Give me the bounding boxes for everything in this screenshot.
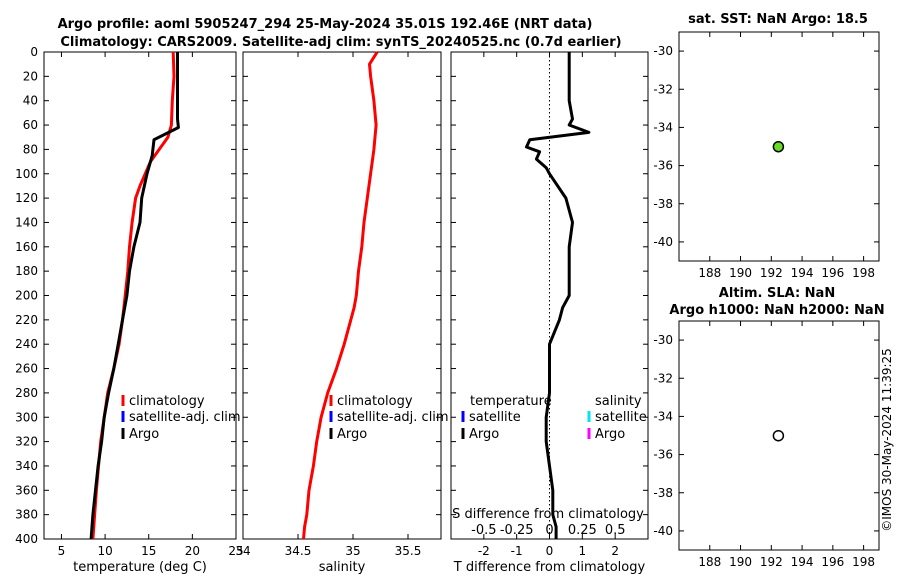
temperature-argo-line [89,52,180,540]
depth-tick-label: 60 [23,118,38,132]
depth-tick-label: 400 [15,532,38,546]
depth-tick-label: 100 [15,167,38,181]
sla-map-lat-tick-label: -40 [653,524,673,538]
sst-map-lat-tick-label: -32 [653,82,673,96]
depth-tick-label: 80 [23,142,38,156]
temperature-x-tick-label: 15 [141,544,156,558]
sst-map-axes-frame [678,31,880,262]
salinity-x-tick-label: 35 [345,544,360,558]
sla-map-lon-tick-label: 194 [791,555,814,569]
temperature-legend-climatology-label: climatology [129,394,205,409]
sla-map-title: Altim. SLA: NaN [719,286,835,301]
sst-map-lon-tick-label: 192 [760,266,783,280]
sst-map-lat-tick-label: -38 [653,197,673,211]
depth-tick-label: 240 [15,337,38,351]
depth-tick-label: 200 [15,289,38,303]
figure-title-line2: Climatology: CARS2009. Satellite-adj cli… [60,35,621,50]
salinity-climatology-line [302,51,379,540]
difference-legend-s-argo-label: Argo [595,427,625,442]
salinity-difference-tick-label: 0.25 [568,523,597,538]
sla-map-lat-tick-label: -36 [653,448,673,462]
depth-tick-label: 160 [15,240,38,254]
difference-x-tick-label: 0 [546,544,554,558]
sla-map-lon-tick-label: 192 [760,555,783,569]
salinity-x-axis-label: salinity [319,560,366,575]
sst-map-argo-position-marker [772,140,785,153]
copyright-footer: ©IMOS 30-May-2024 11:39:25 [880,348,894,532]
depth-tick-label: 180 [15,264,38,278]
sla-map-lon-tick-label: 190 [729,555,752,569]
difference-legend-salinity-heading: salinity [595,394,642,409]
salinity-x-tick-label: 35.5 [395,544,422,558]
figure-title-line1: Argo profile: aoml 5905247_294 25-May-20… [58,17,593,32]
depth-tick-label: 0 [30,45,38,59]
difference-x-tick-label: -2 [478,544,490,558]
sst-map-lon-tick-label: 198 [852,266,875,280]
difference-argo-line [525,52,591,539]
salinity-axes-frame [242,51,442,540]
sst-map-lon-tick-label: 188 [698,266,721,280]
sst-map-lon-tick-label: 194 [791,266,814,280]
depth-tick-label: 40 [23,94,38,108]
temperature-axes-frame [43,51,237,540]
difference-legend-s-satellite-label: satellite [595,410,647,425]
sst-map-title: sat. SST: NaN Argo: 18.5 [688,12,868,27]
salinity-x-tick-label: 34 [235,544,250,558]
sla-map-axes-frame [678,320,880,551]
depth-tick-label: 280 [15,386,38,400]
depth-tick-label: 20 [23,69,38,83]
depth-tick-label: 360 [15,483,38,497]
sla-map-subtitle: Argo h1000: NaN h2000: NaN [669,303,884,318]
temperature-legend-argo-label: Argo [129,427,159,442]
temperature-legend-satellite-label: satellite-adj. clim [129,410,241,425]
sst-map-lat-tick-label: -36 [653,159,673,173]
depth-tick-label: 120 [15,191,38,205]
salinity-difference-tick-label: 0 [545,523,553,538]
sla-map-lat-tick-label: -30 [653,333,673,347]
depth-tick-label: 140 [15,215,38,229]
temperature-x-tick-label: 20 [185,544,200,558]
difference-x-tick-label: -1 [511,544,523,558]
salinity-difference-tick-label: -0.5 [471,523,496,538]
sla-map-lat-tick-label: -38 [653,486,673,500]
depth-tick-label: 260 [15,362,38,376]
sla-map-lat-tick-label: -32 [653,371,673,385]
sla-map-lat-tick-label: -34 [653,409,673,423]
salinity-legend-argo-label: Argo [337,427,367,442]
depth-tick-label: 380 [15,508,38,522]
salinity-difference-tick-label: -0.25 [500,523,534,538]
salinity-x-tick-label: 34.5 [285,544,312,558]
difference-legend-t-satellite-label: satellite [469,410,521,425]
depth-tick-label: 320 [15,435,38,449]
temperature-x-axis-label: temperature (deg C) [73,560,207,575]
sst-map-lon-tick-label: 190 [729,266,752,280]
temperature-x-tick-label: 10 [97,544,112,558]
depth-tick-label: 340 [15,459,38,473]
sst-map-lon-tick-label: 196 [821,266,844,280]
difference-legend-temperature-heading: temperature [470,394,552,409]
depth-tick-label: 300 [15,410,38,424]
sla-map-argo-position-marker [772,429,785,442]
difference-legend-t-argo-label: Argo [469,427,499,442]
difference-x-tick-label: 1 [579,544,587,558]
salinity-difference-tick-label: 0.5 [605,523,626,538]
salinity-difference-axis-label: S difference from climatology [452,507,644,522]
depth-tick-label: 220 [15,313,38,327]
sst-map-lat-tick-label: -40 [653,235,673,249]
difference-x-axis-label: T difference from climatology [453,560,646,575]
temperature-climatology-line [91,51,176,540]
sla-map-lon-tick-label: 188 [698,555,721,569]
sst-map-lat-tick-label: -34 [653,120,673,134]
sst-map-lat-tick-label: -30 [653,44,673,58]
salinity-legend-climatology-label: climatology [337,394,413,409]
salinity-legend-satellite-label: satellite-adj. clim [337,410,449,425]
difference-x-tick-label: 2 [611,544,619,558]
temperature-x-tick-label: 25 [228,544,243,558]
temperature-x-tick-label: 5 [58,544,66,558]
sla-map-lon-tick-label: 198 [852,555,875,569]
sla-map-lon-tick-label: 196 [821,555,844,569]
